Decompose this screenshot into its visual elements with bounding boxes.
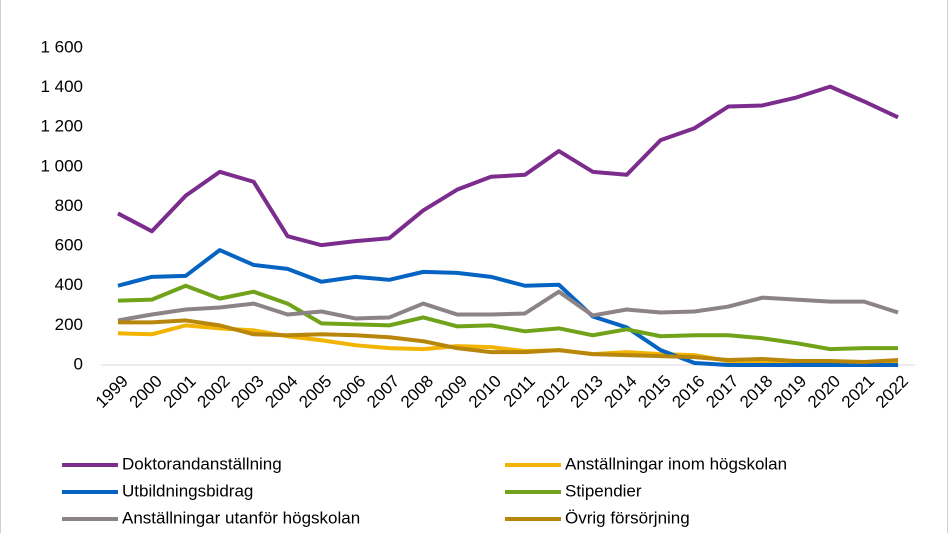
series-line [117, 248, 899, 367]
y-tick-label: 200 [55, 315, 83, 334]
legend-label: Stipendier [565, 481, 642, 500]
y-tick-label: 1 400 [40, 77, 83, 96]
legend-label: Anställningar utanför högskolan [122, 508, 360, 527]
series-line [117, 318, 899, 365]
series-line [117, 84, 899, 248]
y-tick-label: 1 600 [40, 37, 83, 56]
series-line [117, 289, 899, 323]
y-tick-label: 1 000 [40, 156, 83, 175]
legend-label: Övrig försörjning [565, 508, 690, 527]
y-tick-label: 600 [55, 236, 83, 255]
series-line [117, 283, 899, 352]
y-tick-label: 0 [74, 354, 83, 373]
y-tick-label: 1 200 [40, 117, 83, 136]
legend-label: Utbildningsbidrag [122, 481, 253, 500]
y-tick-label: 400 [55, 275, 83, 294]
legend-label: Anställningar inom högskolan [565, 454, 787, 473]
legend-label: Doktorandanställning [122, 454, 282, 473]
y-tick-label: 800 [55, 196, 83, 215]
